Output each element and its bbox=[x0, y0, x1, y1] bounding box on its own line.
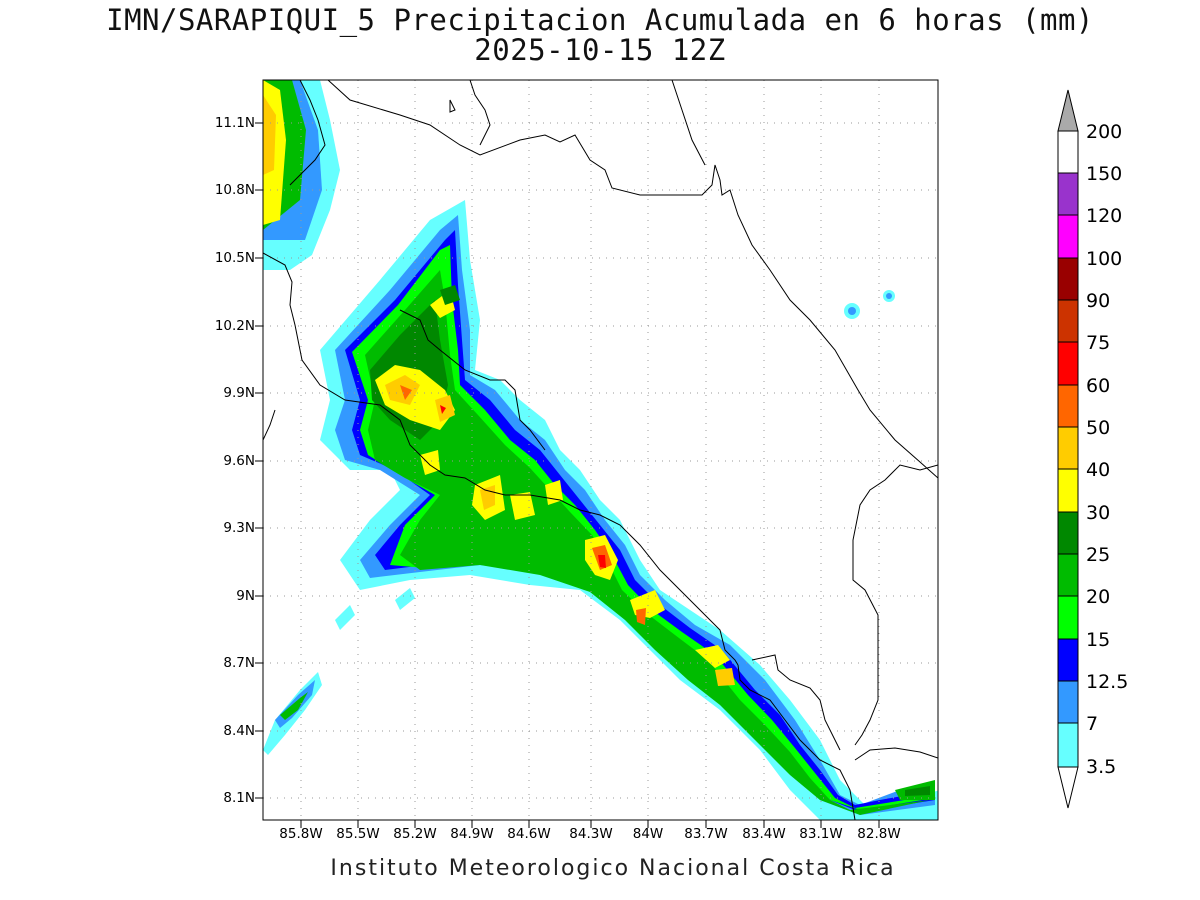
colorbar-label: 50 bbox=[1086, 417, 1111, 439]
lat-tick-label: 8.7N bbox=[223, 655, 255, 671]
lat-tick-label: 10.5N bbox=[214, 250, 255, 266]
graticule bbox=[263, 80, 938, 820]
colorbar-label: 75 bbox=[1086, 332, 1111, 354]
colorbar-label: 90 bbox=[1086, 290, 1111, 312]
lon-tick-label: 85.5W bbox=[336, 826, 380, 842]
rain-band-main bbox=[320, 200, 938, 820]
colorbar-label: 100 bbox=[1086, 248, 1123, 270]
colorbar-label: 15 bbox=[1086, 629, 1111, 651]
colorbar-label: 12.5 bbox=[1086, 671, 1129, 693]
precipitation-field bbox=[263, 80, 938, 820]
lon-tick-label: 83.7W bbox=[684, 826, 728, 842]
colorbar-over-triangle bbox=[1057, 89, 1079, 132]
colorbar-under-triangle bbox=[1057, 766, 1079, 809]
lat-tick-label: 10.8N bbox=[214, 182, 255, 198]
colorbar-label: 30 bbox=[1086, 502, 1111, 524]
lon-tick-label: 85.8W bbox=[279, 826, 323, 842]
lat-tick-label: 10.2N bbox=[214, 318, 255, 334]
lat-tick-label: 11.1N bbox=[214, 115, 255, 131]
map-subtitle-date: 2025-10-15 12Z bbox=[474, 33, 726, 67]
axis-ticks bbox=[255, 122, 880, 828]
colorbar-label: 3.5 bbox=[1086, 756, 1117, 778]
colorbar-label: 40 bbox=[1086, 459, 1111, 481]
map-title: IMN/SARAPIQUI_5 Precipitacion Acumulada … bbox=[106, 3, 1094, 37]
colorbar-label: 20 bbox=[1086, 586, 1111, 608]
lon-tick-label: 83.4W bbox=[742, 826, 786, 842]
colorbar-label: 60 bbox=[1086, 375, 1111, 397]
lon-tick-label: 82.8W bbox=[857, 826, 901, 842]
lat-tick-label: 9.6N bbox=[223, 453, 255, 469]
lat-tick-label: 9.9N bbox=[223, 385, 255, 401]
lat-tick-label: 9.3N bbox=[223, 520, 255, 536]
rain-patch-nw bbox=[263, 80, 340, 270]
colorbar-label: 7 bbox=[1086, 713, 1099, 735]
map-frame bbox=[262, 79, 939, 821]
lat-tick-label: 8.4N bbox=[223, 723, 255, 739]
lon-tick-label: 84.9W bbox=[450, 826, 494, 842]
colorbar-label: 200 bbox=[1086, 121, 1123, 143]
rain-patches-scattered bbox=[263, 290, 935, 800]
lon-tick-label: 83.1W bbox=[799, 826, 843, 842]
colorbar-label: 120 bbox=[1086, 205, 1123, 227]
lon-tick-label: 84W bbox=[632, 826, 664, 842]
lon-tick-label: 85.2W bbox=[393, 826, 437, 842]
coastlines-borders bbox=[263, 80, 938, 820]
colorbar bbox=[1057, 89, 1079, 809]
colorbar-label: 150 bbox=[1086, 163, 1123, 185]
lon-tick-label: 84.6W bbox=[507, 826, 551, 842]
lat-tick-label: 8.1N bbox=[223, 790, 255, 806]
footer-credit: Instituto Meteorologico Nacional Costa R… bbox=[330, 856, 896, 881]
lat-tick-label: 9N bbox=[236, 588, 255, 604]
colorbar-label: 25 bbox=[1086, 544, 1111, 566]
lon-tick-label: 84.3W bbox=[569, 826, 613, 842]
